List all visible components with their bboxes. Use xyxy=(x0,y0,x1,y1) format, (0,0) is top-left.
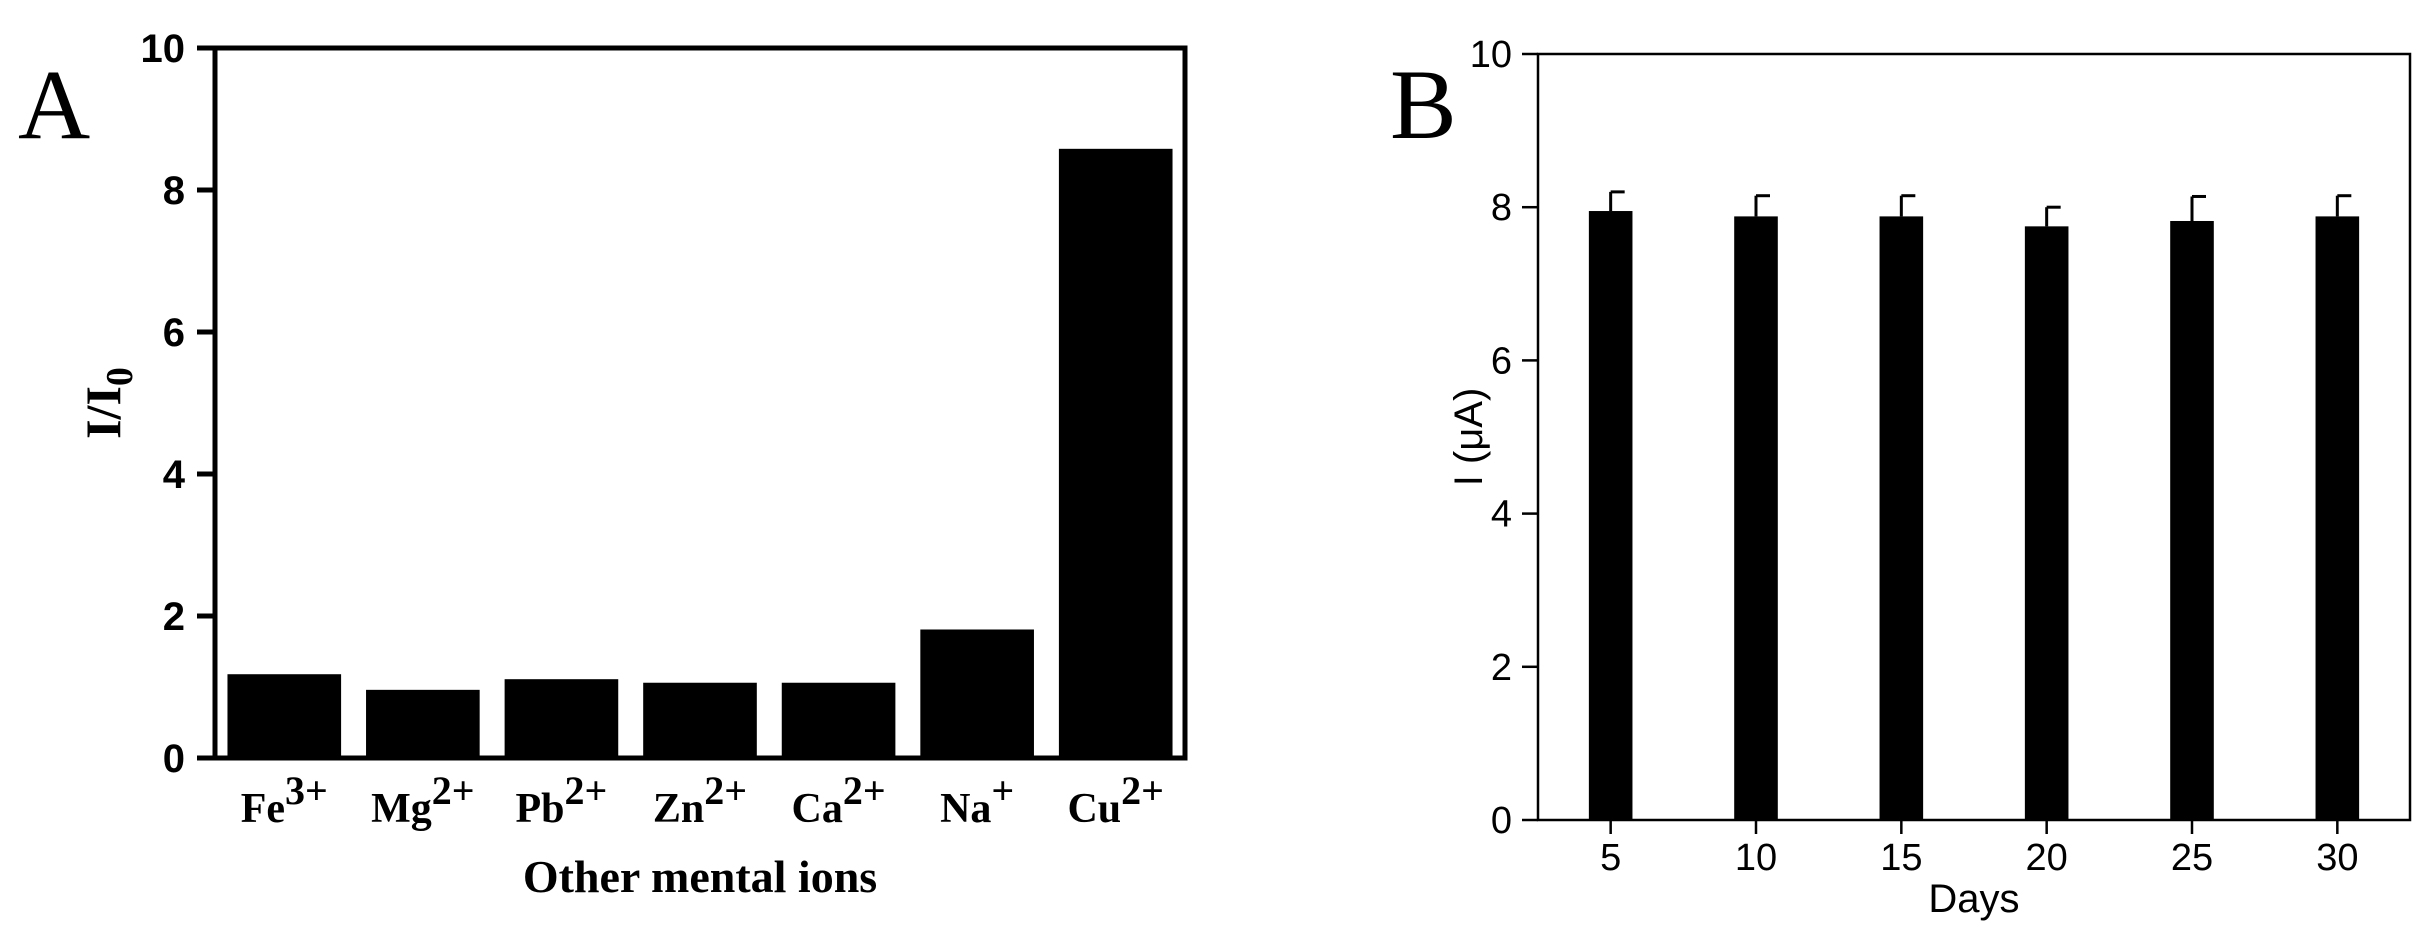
panel-a-ion-charge: 2+ xyxy=(565,768,608,813)
panel-a-x-tick-label: Pb2+ xyxy=(516,768,608,832)
panel-b-bar xyxy=(2315,216,2360,821)
panel-b-y-axis-label: I (μA) xyxy=(1447,388,1491,487)
panel-b-y-tick-label: 4 xyxy=(1491,494,1512,536)
panel-a-ion-symbol: Mg xyxy=(371,786,432,832)
panel-a-ion-charge: 2+ xyxy=(432,768,475,813)
panel-b-bar xyxy=(1734,216,1778,821)
panel-b-x-tick-label: 10 xyxy=(1735,837,1777,879)
panel-a-bar xyxy=(920,629,1034,758)
panel-a-y-axis-label: I/I0 xyxy=(75,367,141,439)
panel-b-x-tick-label: 25 xyxy=(2171,837,2213,879)
panel-b-x-tick-label: 15 xyxy=(1880,837,1922,879)
panel-b-x-axis-label: Days xyxy=(1928,877,2019,921)
panel-a-label: A xyxy=(18,49,90,160)
panel-a-y-tick-label: 8 xyxy=(163,169,185,213)
panel-a-ion-charge: + xyxy=(991,768,1014,813)
panel-a-y-tick-label: 2 xyxy=(163,595,185,639)
panel-b-x-tick-label: 30 xyxy=(2316,837,2358,879)
panel-b-y-ticks: 0 2 4 6 8 10 xyxy=(1470,34,1538,842)
panel-b-x-tick-labels: 5 10 15 20 25 30 xyxy=(1600,820,2358,879)
panel-a-ion-symbol: Cu xyxy=(1067,786,1121,832)
panel-b-x-tick-label: 5 xyxy=(1600,837,1621,879)
panel-a-ion-symbol: Ca xyxy=(792,786,843,832)
panel-a-bar xyxy=(227,674,342,758)
panel-a-ion-charge: 2+ xyxy=(1121,768,1164,813)
panel-a-x-tick-label: Cu2+ xyxy=(1067,768,1164,832)
panel-a-bars xyxy=(227,148,1173,758)
panel-a-ion-symbol: Na xyxy=(940,786,991,832)
panel-b-bars xyxy=(1588,211,2360,821)
panel-b-y-tick-label: 0 xyxy=(1491,800,1512,842)
panel-a-bar xyxy=(781,682,896,758)
panel-b-bar xyxy=(2024,226,2069,821)
panel-a-bar xyxy=(504,679,619,758)
panel-a-y-tick-label: 0 xyxy=(163,737,185,781)
panel-a-x-tick-label: Zn2+ xyxy=(653,768,747,832)
panel-a-x-tick-label: Mg2+ xyxy=(371,768,474,832)
panel-a-ion-charge: 2+ xyxy=(704,768,747,813)
panel-b-plot-frame xyxy=(1536,52,2412,822)
panel-a-ion-symbol: Fe xyxy=(241,786,285,832)
panel-b-x-tick-label: 20 xyxy=(2026,837,2068,879)
panel-a-y-ticks: 0 2 4 6 8 10 xyxy=(141,27,215,781)
panel-a-x-tick-label: Na+ xyxy=(940,768,1014,832)
panel-a-bar xyxy=(366,689,480,758)
panel-b-y-tick-label: 8 xyxy=(1491,187,1512,229)
panel-b-bar xyxy=(1588,211,1633,820)
panel-b-label: B xyxy=(1390,49,1457,160)
panel-b-y-tick-label: 6 xyxy=(1491,340,1512,382)
panel-a-x-tick-labels: Fe3+ Mg2+ Pb2+ Zn2+ Ca2+ Na+ Cu2+ xyxy=(241,768,1164,832)
panel-b-bar xyxy=(2170,220,2214,820)
panel-a-ion-symbol: Pb xyxy=(516,786,565,832)
panel-b-y-tick-label: 2 xyxy=(1491,647,1512,689)
panel-a-x-tick-label: Fe3+ xyxy=(241,768,328,832)
panel-a-bar xyxy=(643,682,757,758)
panel-a-y-tick-label: 10 xyxy=(141,27,186,71)
panel-a-ion-symbol: Zn xyxy=(653,786,704,832)
panel-a-ion-charge: 2+ xyxy=(843,768,886,813)
panel-a-x-tick-label: Ca2+ xyxy=(792,768,886,832)
panel-b-y-tick-label: 10 xyxy=(1470,34,1512,76)
panel-b-error-bars xyxy=(1609,190,2352,227)
panel-a-bar xyxy=(1058,148,1173,758)
panel-b-chart: B 0 2 4 6 8 10 5 10 15 20 25 30 Days I (μA) xyxy=(1390,34,2412,921)
panel-a-plot-frame xyxy=(212,45,1188,761)
panel-a-ion-charge: 3+ xyxy=(285,768,328,813)
panel-b-bar xyxy=(1879,216,1924,821)
panel-a-y-tick-label: 6 xyxy=(163,311,185,355)
panel-a-x-axis-label: Other mental ions xyxy=(523,851,877,902)
panel-a-y-tick-label: 4 xyxy=(163,453,186,497)
